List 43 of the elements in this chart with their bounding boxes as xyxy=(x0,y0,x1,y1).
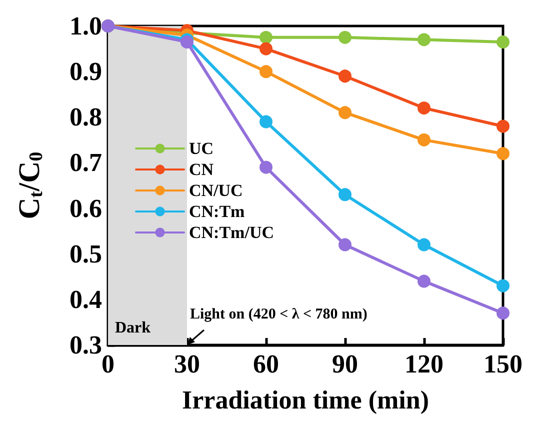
y-tick-label: 0.4 xyxy=(70,284,102,314)
legend-label: CN xyxy=(189,160,214,179)
legend-label: CN/UC xyxy=(189,181,243,200)
point xyxy=(338,238,352,252)
point xyxy=(260,42,272,56)
point xyxy=(418,133,430,146)
point xyxy=(260,160,272,174)
y-tick-label: 0.9 xyxy=(70,57,102,86)
point xyxy=(496,120,510,133)
y-tick-label: 0.5 xyxy=(70,239,102,268)
x-tick-label: 150 xyxy=(484,350,522,378)
point xyxy=(338,30,352,44)
point xyxy=(338,70,352,83)
y-tick-label: 0.8 xyxy=(70,102,102,132)
point xyxy=(418,238,430,252)
y-tick-label: 0.6 xyxy=(70,194,102,223)
point xyxy=(496,147,510,160)
point xyxy=(496,279,510,292)
band-label: Dark xyxy=(115,320,151,336)
legend-label: UC xyxy=(189,139,214,158)
x-tick-label: 120 xyxy=(404,350,444,378)
point xyxy=(418,274,430,288)
x-tick-label: 0 xyxy=(102,350,114,378)
y-tick-label: 0.7 xyxy=(70,148,102,178)
point xyxy=(260,65,272,78)
legend-label: CN:Tm/UC xyxy=(189,223,274,242)
point xyxy=(418,102,430,115)
point xyxy=(338,188,352,202)
y-axis-title: Ct/C0 xyxy=(13,152,47,220)
point xyxy=(260,30,272,44)
legend-label: CN:Tm xyxy=(189,202,245,221)
point xyxy=(496,306,510,320)
point xyxy=(496,35,510,48)
x-tick-label: 90 xyxy=(332,350,358,378)
x-tick-label: 30 xyxy=(174,350,200,378)
x-axis-title: Irradiation time (min) xyxy=(182,386,429,414)
point xyxy=(338,106,352,120)
y-tick-label: 0.3 xyxy=(70,330,102,360)
annotation: Light on (420 < λ < 780 nm) xyxy=(190,306,368,322)
point xyxy=(418,33,430,46)
x-tick-label: 60 xyxy=(253,350,279,378)
point xyxy=(260,115,272,128)
y-tick-label: 1.0 xyxy=(70,12,102,40)
